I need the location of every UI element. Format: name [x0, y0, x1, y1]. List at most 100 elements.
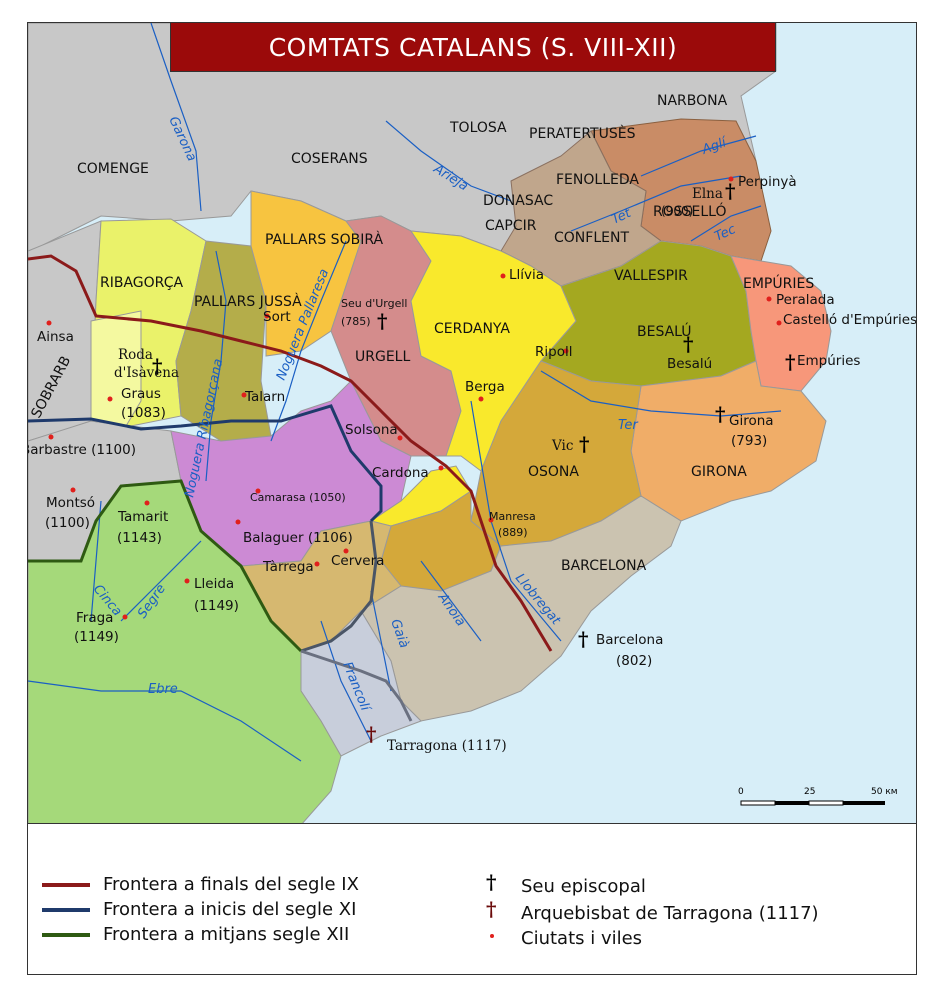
city-solsona: Solsona [345, 422, 398, 438]
seu-besalu-icon: † [683, 332, 693, 356]
city-montso-year: (1100) [45, 515, 90, 531]
city-girona: Girona [729, 413, 774, 429]
legend-city-dot [490, 934, 494, 938]
city-cardona: Cardona [372, 465, 429, 481]
city-tamarit-year: (1143) [117, 530, 162, 546]
seu-girona-icon: † [715, 402, 725, 426]
city-montso: Montsó [46, 495, 95, 511]
city-tarragona: Tarragona (1117) [387, 738, 507, 754]
seu-barcelona-icon: † [578, 627, 588, 651]
city-fraga: Fraga [76, 610, 113, 626]
city-manresa: Manresa [489, 510, 536, 523]
label-pallars-sobira: PALLARS SOBIRÀ [265, 231, 383, 248]
city-roda-line2: d'Isàvena [114, 365, 179, 381]
city-seu: Seu d'Urgell [341, 297, 407, 310]
label-urgell: URGELL [355, 349, 410, 365]
city-cervera: Cervera [331, 553, 384, 569]
label-rossello: ROSSELLÓ [653, 202, 727, 220]
label-capcir: CAPCIR [485, 218, 537, 234]
label-girona: GIRONA [691, 464, 747, 480]
city-sort: Sort [263, 309, 291, 325]
label-peratertuses: PERATERTUSÈS [529, 125, 636, 142]
label-coserans: COSERANS [291, 151, 368, 167]
city-llivia: Llívia [509, 267, 544, 283]
city-seu-year: (785) [341, 315, 371, 328]
city-fraga-year: (1149) [74, 629, 119, 645]
legend-arquebisbat-icon: † [486, 897, 497, 921]
legend-text-xi: Frontera a inicis del segle XI [103, 899, 357, 920]
legend-text-ciutats: Ciutats i viles [521, 928, 643, 949]
city-barcelona: Barcelona [596, 632, 663, 648]
label-comenge: COMENGE [77, 161, 149, 177]
city-elna: Elna [692, 186, 723, 202]
border-xii-line-2 [300, 649, 413, 722]
label-tolosa: TOLOSA [449, 120, 507, 136]
scale-bar [740, 800, 885, 806]
city-castello: Castelló d'Empúries [783, 312, 916, 328]
city-berga: Berga [465, 379, 505, 395]
border-xii-line [28, 479, 303, 653]
region-pallars-sobira [250, 190, 362, 357]
label-pallars-jussa: PALLARS JUSSÀ [194, 293, 302, 310]
label-fenolleda: FENOLLEDA [556, 172, 639, 188]
seu-vic-icon: † [579, 432, 589, 456]
label-osona: OSONA [528, 464, 579, 480]
legend-seu-icon: † [486, 870, 497, 894]
city-lleida-year: (1149) [194, 598, 239, 614]
city-roda-line1: Roda [118, 347, 153, 363]
label-vallespir: VALLESPIR [614, 268, 688, 284]
city-girona-year: (793) [731, 433, 767, 449]
border-xi-line [28, 404, 383, 523]
label-empuries: EMPÚRIES [743, 274, 814, 292]
city-lleida: Lleida [194, 576, 234, 592]
river-ter: Ter [618, 418, 639, 433]
map: 0 25 50 км NARBONA TOLOSA PERATERTUSÈS C… [27, 22, 917, 826]
legend-text-arquebisbat: Arquebisbat de Tarragona (1117) [521, 903, 819, 924]
river-ebre: Ebre [148, 682, 178, 697]
label-narbona: NARBONA [657, 93, 728, 109]
label-donasac: DONASAC [483, 193, 553, 209]
city-graus-year: (1083) [121, 405, 166, 421]
city-empuries: Empúries [797, 353, 860, 369]
city-barcelona-year: (802) [616, 653, 652, 669]
city-camarasa: Camarasa (1050) [250, 491, 346, 504]
city-besalu: Besalú [667, 356, 712, 372]
seu-empuries-icon: † [785, 350, 795, 374]
border-xi-line-2 [300, 520, 378, 653]
legend-text-seu: Seu episcopal [521, 876, 646, 897]
legend-line-xi [42, 908, 90, 912]
legend-text-ix: Frontera a finals del segle IX [103, 874, 359, 895]
scale-tick-50: 50 км [871, 787, 898, 797]
city-tarrega: Tàrrega [262, 559, 314, 575]
seu-roda-icon: † [152, 354, 162, 378]
scale-tick-0: 0 [738, 787, 744, 797]
city-vic: Vic [551, 438, 573, 454]
label-conflent: CONFLENT [554, 230, 629, 246]
city-manresa-year: (889) [498, 526, 528, 539]
label-cerdanya: CERDANYA [434, 321, 510, 337]
city-tamarit: Tamarit [117, 509, 168, 525]
city-perpinya: Perpinyà [738, 174, 797, 190]
map-title: COMTATS CATALANS (S. VIII-XII) [170, 22, 776, 72]
legend-text-xii: Frontera a mitjans segle XII [103, 924, 350, 945]
scale-tick-25: 25 [804, 787, 815, 797]
seu-urgell-icon: † [377, 309, 387, 333]
label-ribagorca: RIBAGORÇA [100, 275, 183, 291]
seu-elna-icon: † [725, 179, 735, 203]
city-talarn: Talarn [244, 389, 285, 405]
city-ripoll: Ripoll [535, 344, 572, 360]
legend-line-xii [42, 933, 90, 937]
label-besalu: BESALÚ [637, 322, 692, 340]
city-balaguer: Balaguer (1106) [243, 530, 353, 546]
arquebisbat-tarragona-icon: † [366, 722, 376, 746]
label-barcelona: BARCELONA [561, 558, 647, 574]
city-dots [46, 176, 782, 620]
city-peralada: Peralada [776, 292, 835, 308]
city-graus: Graus [121, 386, 161, 402]
legend: Frontera a finals del segle IX Frontera … [27, 823, 917, 975]
legend-line-ix [42, 883, 90, 887]
city-ainsa: Ainsa [37, 329, 74, 345]
city-elna-year: (900) [661, 204, 693, 218]
border-ix-line [28, 254, 553, 652]
city-barbastre: Barbastre (1100) [28, 442, 136, 458]
